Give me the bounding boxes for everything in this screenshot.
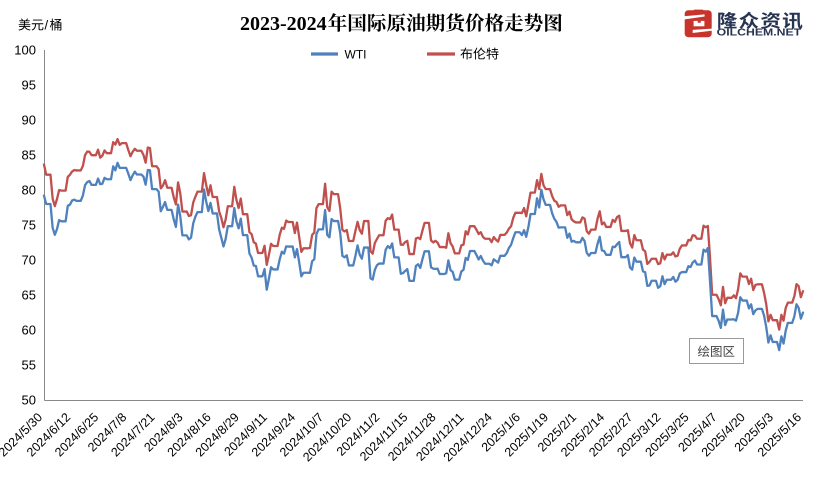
- svg-text:70: 70: [22, 253, 36, 268]
- svg-text:/: /: [45, 18, 49, 33]
- svg-text:50: 50: [22, 393, 36, 408]
- svg-text:60: 60: [22, 323, 36, 338]
- svg-text:65: 65: [22, 288, 36, 303]
- svg-text:55: 55: [22, 358, 36, 373]
- svg-text:100: 100: [14, 43, 36, 58]
- svg-text:75: 75: [22, 218, 36, 233]
- svg-text:90: 90: [22, 113, 36, 128]
- svg-text:95: 95: [22, 78, 36, 93]
- svg-text:OILCHEM.NET: OILCHEM.NET: [717, 28, 802, 39]
- svg-text:2023-2024: 2023-2024: [240, 13, 327, 35]
- svg-text:WTI: WTI: [345, 48, 367, 62]
- svg-text:85: 85: [22, 148, 36, 163]
- svg-text:80: 80: [22, 183, 36, 198]
